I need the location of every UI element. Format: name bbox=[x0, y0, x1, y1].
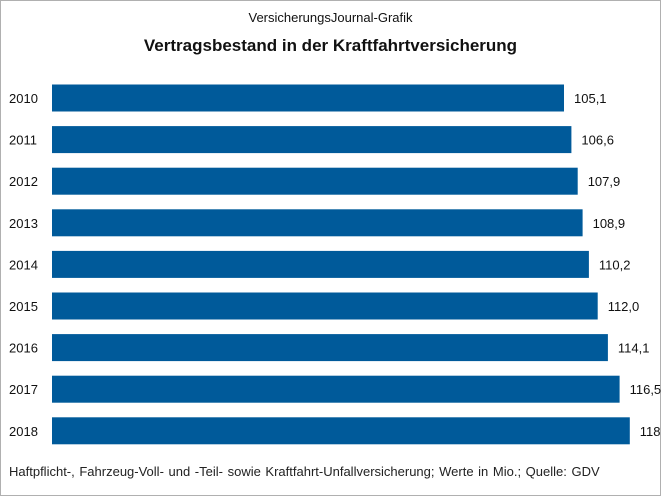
value-label-2017: 116,5 bbox=[630, 382, 661, 397]
category-label-2014: 2014 bbox=[9, 257, 38, 272]
value-label-2016: 114,1 bbox=[618, 341, 650, 356]
category-label-2016: 2016 bbox=[9, 341, 38, 356]
category-label-2013: 2013 bbox=[9, 216, 38, 231]
source-line: VersicherungsJournal-Grafik bbox=[248, 10, 413, 25]
footnote: Haftpflicht-, Fahrzeug-Voll- und -Teil- … bbox=[9, 464, 600, 479]
value-label-2014: 110,2 bbox=[599, 257, 631, 272]
value-label-2010: 105,1 bbox=[574, 91, 607, 106]
chart-title: Vertragsbestand in der Kraftfahrtversich… bbox=[143, 36, 518, 55]
category-label-2011: 2011 bbox=[9, 133, 37, 148]
bar-2013 bbox=[52, 209, 583, 237]
category-label-2018: 2018 bbox=[9, 424, 38, 439]
value-label-2015: 112,0 bbox=[608, 299, 640, 314]
bar-2018 bbox=[52, 417, 630, 445]
bar-2011 bbox=[52, 126, 572, 154]
bar-2017 bbox=[52, 375, 620, 403]
bar-2012 bbox=[52, 167, 578, 195]
category-label-2012: 2012 bbox=[9, 174, 38, 189]
bar-2016 bbox=[52, 334, 608, 362]
category-label-2010: 2010 bbox=[9, 91, 38, 106]
bar-2015 bbox=[52, 292, 598, 320]
value-label-2012: 107,9 bbox=[588, 174, 621, 189]
category-label-2015: 2015 bbox=[9, 299, 38, 314]
value-label-2011: 106,6 bbox=[581, 133, 614, 148]
bar-2010 bbox=[52, 84, 564, 112]
value-label-2013: 108,9 bbox=[593, 216, 626, 231]
category-label-2017: 2017 bbox=[9, 382, 38, 397]
value-label-2018: 118,6 bbox=[640, 424, 661, 439]
bar-2014 bbox=[52, 250, 589, 278]
